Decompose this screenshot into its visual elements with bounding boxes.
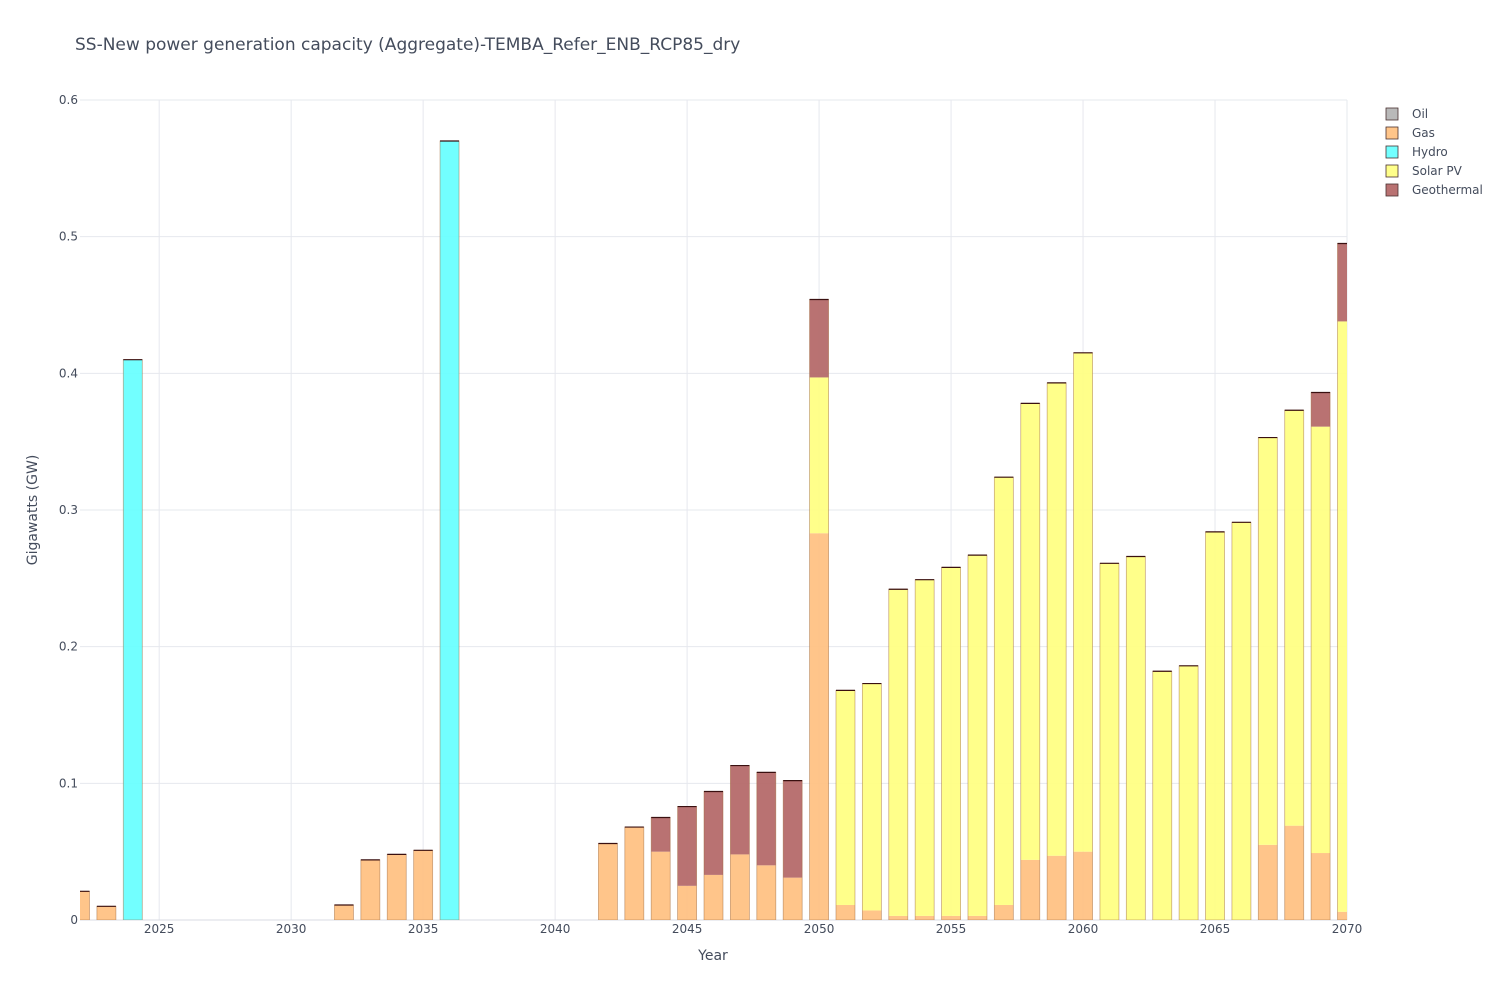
bar-solar-pv-2063 bbox=[1153, 671, 1172, 920]
bar-gas-2068 bbox=[1285, 826, 1304, 920]
bar-hydro-2024 bbox=[123, 360, 142, 920]
bar-solar-pv-2053 bbox=[889, 589, 908, 916]
bar-solar-pv-2056 bbox=[968, 555, 987, 916]
bar-gas-2035 bbox=[414, 850, 433, 920]
y-tick-label: 0.4 bbox=[59, 366, 78, 380]
bar-gas-2032 bbox=[334, 905, 353, 920]
bar-geothermal-2048 bbox=[757, 772, 776, 865]
bar-solar-pv-2055 bbox=[942, 567, 961, 916]
bar-solar-pv-2060 bbox=[1074, 353, 1093, 852]
bar-gas-2023 bbox=[97, 906, 116, 920]
bar-solar-pv-2069 bbox=[1311, 427, 1330, 853]
bar-gas-2042 bbox=[598, 843, 617, 920]
bar-hydro-2036 bbox=[440, 141, 459, 920]
bar-solar-pv-2066 bbox=[1232, 522, 1251, 920]
bar-gas-2044 bbox=[651, 852, 670, 920]
bar-geothermal-2047 bbox=[730, 766, 749, 855]
bar-geothermal-2050 bbox=[810, 300, 829, 378]
x-tick-label: 2060 bbox=[1068, 922, 1099, 936]
chart-title: SS-New power generation capacity (Aggreg… bbox=[75, 35, 740, 55]
bar-gas-2052 bbox=[862, 910, 881, 920]
x-tick-label: 2050 bbox=[804, 922, 835, 936]
bar-gas-2043 bbox=[625, 827, 644, 920]
x-tick-label: 2040 bbox=[540, 922, 571, 936]
x-tick-label: 2065 bbox=[1200, 922, 1231, 936]
legend-swatch-gas[interactable] bbox=[1386, 127, 1398, 139]
legend-swatch-geothermal[interactable] bbox=[1386, 184, 1398, 196]
bar-solar-pv-2057 bbox=[994, 477, 1013, 905]
bar-gas-2048 bbox=[757, 865, 776, 920]
bar-gas-2059 bbox=[1047, 856, 1066, 920]
bar-gas-2058 bbox=[1021, 860, 1040, 920]
bar-gas-2034 bbox=[387, 854, 406, 920]
bar-geothermal-2049 bbox=[783, 781, 802, 878]
bar-solar-pv-2068 bbox=[1285, 410, 1304, 825]
y-tick-label: 0.3 bbox=[59, 503, 78, 517]
bar-gas-2055 bbox=[942, 916, 961, 920]
bar-gas-2060 bbox=[1074, 852, 1093, 920]
bar-solar-pv-2059 bbox=[1047, 383, 1066, 856]
bar-solar-pv-2058 bbox=[1021, 403, 1040, 859]
bar-geothermal-2069 bbox=[1311, 392, 1330, 426]
legend-swatch-oil[interactable] bbox=[1386, 108, 1398, 120]
bar-gas-2051 bbox=[836, 905, 855, 920]
bar-solar-pv-2050 bbox=[810, 377, 829, 533]
bar-gas-2033 bbox=[361, 860, 380, 920]
bar-geothermal-2046 bbox=[704, 792, 723, 875]
bar-solar-pv-2054 bbox=[915, 580, 934, 916]
bar-geothermal-2070 bbox=[1337, 244, 1356, 322]
bar-solar-pv-2065 bbox=[1206, 532, 1225, 920]
bar-gas-2047 bbox=[730, 854, 749, 920]
bars bbox=[70, 141, 1356, 920]
bar-geothermal-2044 bbox=[651, 818, 670, 852]
legend-label-gas[interactable]: Gas bbox=[1412, 126, 1435, 140]
bar-gas-2070 bbox=[1337, 912, 1356, 920]
bar-gas-2045 bbox=[678, 886, 697, 920]
legend-label-oil[interactable]: Oil bbox=[1412, 107, 1428, 121]
y-tick-label: 0.5 bbox=[59, 230, 78, 244]
bar-solar-pv-2064 bbox=[1179, 666, 1198, 920]
x-tick-label: 2045 bbox=[672, 922, 703, 936]
bar-gas-2049 bbox=[783, 878, 802, 920]
legend-label-hydro[interactable]: Hydro bbox=[1412, 145, 1448, 159]
bar-solar-pv-2061 bbox=[1100, 563, 1119, 920]
y-tick-label: 0.1 bbox=[59, 776, 78, 790]
x-tick-label: 2025 bbox=[144, 922, 175, 936]
bar-solar-pv-2051 bbox=[836, 690, 855, 905]
legend-swatch-solar-pv[interactable] bbox=[1386, 165, 1398, 177]
bar-gas-2056 bbox=[968, 916, 987, 920]
bar-solar-pv-2052 bbox=[862, 684, 881, 911]
bar-gas-2069 bbox=[1311, 853, 1330, 920]
legend-label-geothermal[interactable]: Geothermal bbox=[1412, 183, 1483, 197]
y-axis-ticks: 0 0.1 0.2 0.3 0.4 0.5 0.6 bbox=[59, 93, 78, 927]
legend-swatch-hydro[interactable] bbox=[1386, 146, 1398, 158]
bar-geothermal-2045 bbox=[678, 807, 697, 886]
bar-gas-2067 bbox=[1258, 845, 1277, 920]
x-tick-label: 2035 bbox=[408, 922, 439, 936]
legend-label-solar-pv[interactable]: Solar PV bbox=[1412, 164, 1463, 178]
x-tick-label: 2030 bbox=[276, 922, 307, 936]
bar-solar-pv-2062 bbox=[1126, 556, 1145, 920]
x-tick-label: 2070 bbox=[1332, 922, 1363, 936]
x-axis-label: Year bbox=[697, 948, 728, 964]
bar-gas-2057 bbox=[994, 905, 1013, 920]
bar-gas-2046 bbox=[704, 875, 723, 920]
y-tick-label: 0 bbox=[70, 913, 78, 927]
bar-gas-2054 bbox=[915, 916, 934, 920]
x-tick-label: 2055 bbox=[936, 922, 967, 936]
y-axis-label: Gigawatts (GW) bbox=[25, 455, 41, 566]
x-axis-ticks: 2025 2030 2035 2040 2045 2050 2055 2060 2065 2070 bbox=[144, 922, 1362, 936]
y-tick-label: 0.6 bbox=[59, 93, 78, 107]
bar-gas-2053 bbox=[889, 916, 908, 920]
legend: Oil Gas Hydro Solar PV Geothermal bbox=[1386, 107, 1483, 197]
bar-solar-pv-2070 bbox=[1337, 321, 1356, 911]
bar-gas-2050 bbox=[810, 533, 829, 920]
bar-solar-pv-2067 bbox=[1258, 438, 1277, 845]
y-tick-label: 0.2 bbox=[59, 640, 78, 654]
